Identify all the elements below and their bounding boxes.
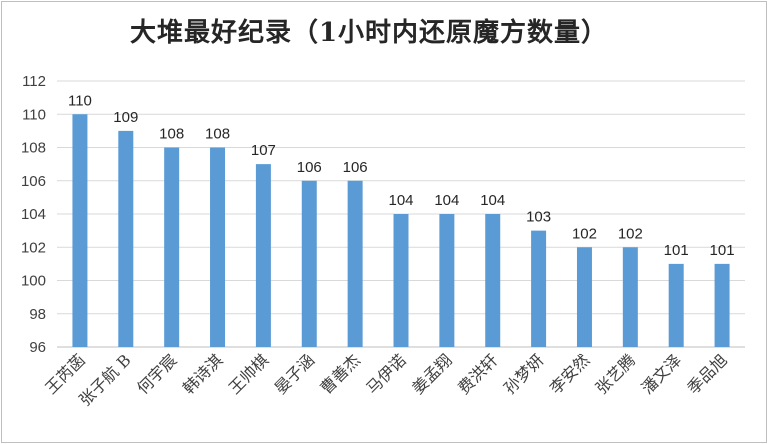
x-category-label: 马伊诺 <box>362 350 409 397</box>
y-tick-label: 96 <box>29 339 46 356</box>
x-category-label: 姜孟翔 <box>408 350 455 397</box>
data-label: 102 <box>572 225 597 242</box>
data-labels: 110 109 108 108 107 106 106 104 104 104 103 102 102 1… <box>68 92 735 259</box>
bar <box>72 114 88 347</box>
x-category-label: 何宇宸 <box>133 350 180 397</box>
x-category-label: 李安然 <box>546 350 593 397</box>
bar <box>164 147 180 347</box>
x-category-label: 王帅棋 <box>225 350 272 397</box>
y-axis-ticks: 96 98 100 102 104 106 108 110 112 <box>21 73 46 356</box>
bar <box>576 247 592 347</box>
x-category-label: 晏子涵 <box>271 350 318 397</box>
bar <box>714 263 730 347</box>
bar <box>531 230 547 347</box>
data-label: 108 <box>159 126 184 143</box>
bars <box>72 114 730 347</box>
bar <box>439 214 455 347</box>
bar <box>301 180 317 347</box>
bar <box>393 214 409 347</box>
x-category-label: 潘文泽 <box>638 350 685 397</box>
chart-title: 大堆最好纪录（1小时内还原魔方数量） <box>129 18 609 48</box>
bar <box>347 180 363 347</box>
data-label: 104 <box>480 192 505 209</box>
bar <box>210 147 226 347</box>
y-tick-label: 108 <box>21 140 46 157</box>
data-label: 104 <box>388 192 413 209</box>
y-tick-label: 104 <box>21 206 46 223</box>
data-label: 108 <box>205 126 230 143</box>
x-category-label: 孙梦妍 <box>500 350 547 397</box>
data-label: 101 <box>710 242 735 259</box>
y-tick-label: 112 <box>22 73 46 90</box>
y-tick-label: 106 <box>21 173 46 190</box>
bar <box>485 214 501 347</box>
data-label: 106 <box>343 159 368 176</box>
data-label: 110 <box>68 92 92 109</box>
x-category-label: 季品旭 <box>684 350 731 397</box>
y-tick-label: 98 <box>29 306 46 323</box>
bar <box>118 130 134 347</box>
x-category-label: 曹善杰 <box>317 350 364 397</box>
bar <box>668 263 684 347</box>
x-category-label: 张艺腾 <box>592 350 639 397</box>
data-label: 109 <box>113 109 138 126</box>
data-label: 101 <box>664 242 689 259</box>
data-label: 104 <box>434 192 459 209</box>
bar <box>255 164 271 347</box>
y-tick-label: 100 <box>21 273 46 290</box>
data-label: 107 <box>251 142 276 159</box>
bar <box>622 247 638 347</box>
data-label: 106 <box>297 159 322 176</box>
x-category-label: 韩诗淇 <box>179 350 226 397</box>
y-tick-label: 102 <box>21 239 46 256</box>
y-tick-label: 110 <box>22 106 46 123</box>
x-category-label: 费洪轩 <box>454 350 501 397</box>
data-label: 102 <box>618 225 643 242</box>
data-label: 103 <box>526 209 551 226</box>
